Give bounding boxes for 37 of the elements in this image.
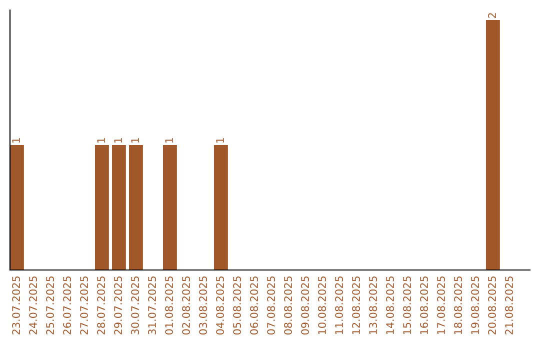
x-tick-label: 27.07.2025 (80, 276, 88, 334)
x-tick-label: 29.07.2025 (114, 276, 122, 334)
x-tick-label: 13.08.2025 (369, 276, 377, 334)
data-label: 1 (114, 138, 122, 143)
x-tick-label: 14.08.2025 (386, 276, 394, 334)
x-tick-label: 25.07.2025 (46, 276, 54, 334)
x-tick-label: 21.08.2025 (505, 276, 513, 334)
data-label: 1 (216, 138, 224, 143)
x-tick-label: 17.08.2025 (437, 276, 445, 334)
x-tick-label: 23.07.2025 (12, 276, 20, 334)
x-tick-label: 03.08.2025 (199, 276, 207, 335)
x-tick-label: 04.08.2025 (216, 276, 224, 335)
data-label: 1 (165, 138, 173, 143)
x-tick-label: 12.08.2025 (352, 276, 360, 334)
x-tick-label: 31.07.2025 (148, 276, 156, 334)
x-tick-label: 09.08.2025 (301, 276, 309, 335)
x-tick-label: 30.07.2025 (131, 276, 139, 334)
x-tick-label: 16.08.2025 (420, 276, 428, 334)
x-tick-label: 10.08.2025 (318, 276, 326, 334)
x-tick-label: 08.08.2025 (284, 276, 292, 335)
x-tick-label: 02.08.2025 (182, 276, 190, 335)
x-tick-label: 28.07.2025 (97, 276, 105, 334)
x-tick-label: 18.08.2025 (454, 276, 462, 334)
x-tick-label: 20.08.2025 (488, 276, 496, 334)
x-tick-label: 19.08.2025 (471, 276, 479, 334)
data-label: 1 (97, 138, 105, 143)
x-tick-label: 06.08.2025 (250, 276, 258, 335)
data-label: 1 (12, 138, 20, 143)
x-tick-label: 01.08.2025 (165, 276, 173, 335)
x-tick-label: 11.08.2025 (335, 276, 343, 334)
x-tick-label: 24.07.2025 (29, 276, 37, 334)
data-label: 2 (488, 13, 496, 18)
data-label: 1 (131, 138, 139, 143)
x-tick-label: 07.08.2025 (267, 276, 275, 335)
x-tick-label: 26.07.2025 (63, 276, 71, 334)
x-tick-label: 05.08.2025 (233, 276, 241, 335)
x-tick-label: 15.08.2025 (403, 276, 411, 334)
